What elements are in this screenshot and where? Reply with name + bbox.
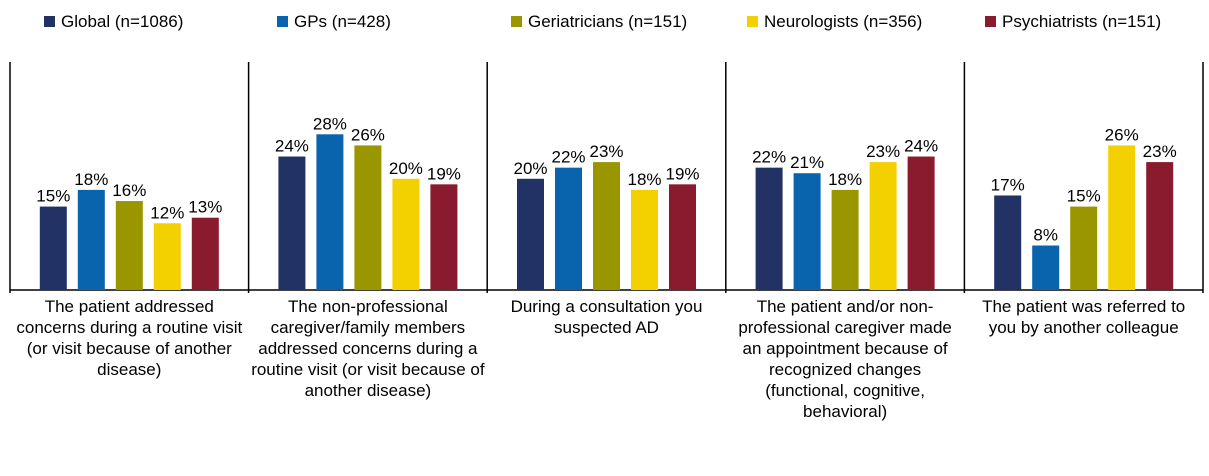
- bar: [316, 134, 344, 290]
- value-label: 13%: [188, 198, 222, 217]
- bar: [430, 184, 458, 290]
- legend-swatch: [277, 16, 288, 27]
- bar: [1032, 245, 1060, 290]
- legend-label: Neurologists (n=356): [764, 12, 922, 31]
- legend-swatch: [511, 16, 522, 27]
- value-label: 20%: [513, 159, 547, 178]
- value-label: 19%: [665, 164, 699, 183]
- category-label: The patient and/or non-professional care…: [738, 297, 952, 421]
- bar: [153, 223, 181, 290]
- bar: [869, 162, 897, 290]
- value-label: 12%: [150, 203, 184, 222]
- value-label: 23%: [1143, 142, 1177, 161]
- bar: [1146, 162, 1174, 290]
- value-label: 8%: [1033, 226, 1058, 245]
- category-label: The non-professional caregiver/family me…: [251, 297, 485, 400]
- bar: [1108, 145, 1136, 290]
- value-label: 19%: [427, 164, 461, 183]
- value-label: 18%: [627, 170, 661, 189]
- value-label: 26%: [1105, 125, 1139, 144]
- value-label: 15%: [36, 187, 70, 206]
- category-label: The patient was referred to you by anoth…: [982, 297, 1186, 337]
- legend-label: Geriatricians (n=151): [528, 12, 687, 31]
- bar: [669, 184, 696, 290]
- bar: [191, 217, 219, 290]
- bar: [831, 189, 859, 290]
- bar: [755, 167, 783, 290]
- legend-swatch: [747, 16, 758, 27]
- bar: [793, 173, 821, 290]
- legend-swatch: [985, 16, 996, 27]
- value-label: 22%: [551, 148, 585, 167]
- bar: [555, 167, 582, 290]
- bar: [1070, 206, 1098, 290]
- legend-swatch: [44, 16, 55, 27]
- value-label: 21%: [790, 153, 824, 172]
- value-label: 18%: [828, 170, 862, 189]
- value-label: 16%: [112, 181, 146, 200]
- value-label: 17%: [991, 175, 1025, 194]
- bar: [631, 189, 658, 290]
- value-label: 23%: [866, 142, 900, 161]
- value-label: 22%: [752, 148, 786, 167]
- legend-label: Psychiatrists (n=151): [1002, 12, 1161, 31]
- bar: [115, 201, 143, 290]
- bar: [593, 162, 620, 290]
- category-label: During a consultation you suspected AD: [510, 297, 703, 337]
- value-label: 20%: [389, 159, 423, 178]
- bar: [907, 156, 935, 290]
- legend-label: Global (n=1086): [61, 12, 183, 31]
- value-label: 15%: [1067, 187, 1101, 206]
- value-label: 24%: [904, 137, 938, 156]
- legend-label: GPs (n=428): [294, 12, 391, 31]
- bar: [278, 156, 306, 290]
- value-label: 24%: [275, 137, 309, 156]
- bar: [39, 206, 67, 290]
- value-label: 23%: [589, 142, 623, 161]
- bar: [517, 178, 544, 290]
- bar: [392, 178, 420, 290]
- category-label: The patient addressed concerns during a …: [16, 297, 243, 379]
- bar: [354, 145, 382, 290]
- bar: [994, 195, 1022, 290]
- value-label: 28%: [313, 114, 347, 133]
- value-label: 18%: [74, 170, 108, 189]
- bar: [77, 189, 105, 290]
- value-label: 26%: [351, 125, 385, 144]
